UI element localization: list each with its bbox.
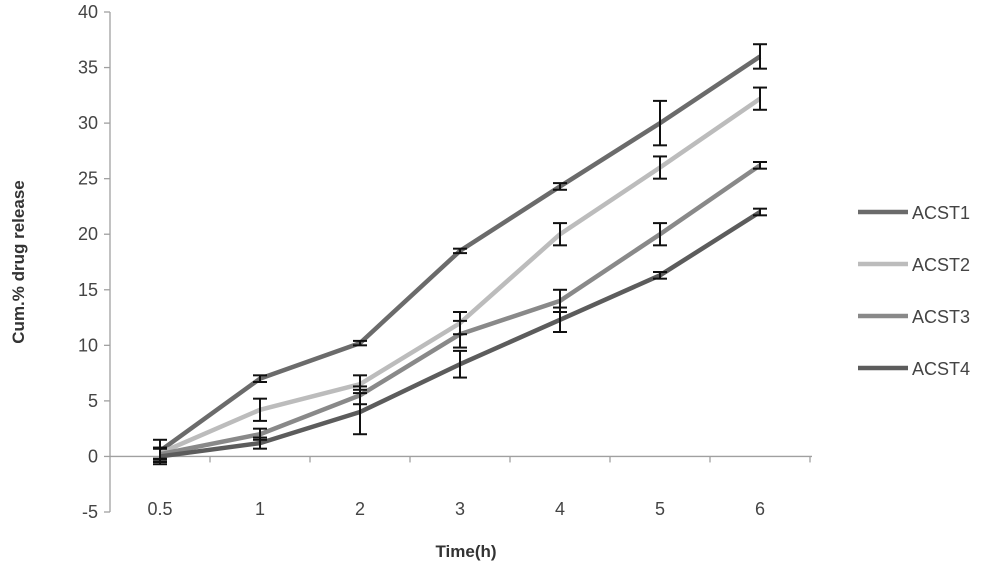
error-bar: [653, 222, 667, 247]
error-bar: [453, 349, 467, 379]
error-bar: [653, 271, 667, 280]
error-bar: [553, 306, 567, 333]
error-bar: [753, 43, 767, 70]
error-bar: [453, 247, 467, 255]
axes: -5 0 5 10 15 20 25 30 35 40 0.5 1 2 3 4 5 6: [78, 2, 812, 522]
series-line-acst3: [159, 163, 762, 457]
error-bar: [153, 447, 167, 466]
error-bar: [453, 319, 467, 349]
y-tick-label: 25: [78, 169, 98, 189]
legend-label: ACST2: [912, 255, 970, 275]
y-tick-label: 20: [78, 224, 98, 244]
legend: ACST1 ACST2 ACST3 ACST4: [858, 203, 970, 379]
legend-item-acst3: ACST3: [858, 307, 970, 327]
error-bar: [653, 99, 667, 147]
y-tick-label: 5: [88, 391, 98, 411]
y-tick-label: 35: [78, 58, 98, 78]
x-axis-label: Time(h): [435, 542, 496, 561]
error-bar: [753, 161, 767, 170]
error-bar: [653, 155, 667, 180]
error-bar: [353, 388, 367, 436]
y-tick-label: 40: [78, 2, 98, 22]
y-tick-label: 10: [78, 335, 98, 355]
error-bar: [353, 339, 367, 347]
x-tick-label: 0.5: [147, 499, 172, 519]
y-tick-label: 15: [78, 280, 98, 300]
series-line-acst2: [159, 96, 762, 456]
error-bar: [753, 86, 767, 111]
legend-item-acst4: ACST4: [858, 359, 970, 379]
legend-label: ACST3: [912, 307, 970, 327]
y-tick-label: 30: [78, 113, 98, 133]
x-tick-label: 6: [755, 499, 765, 519]
x-tick-label: 2: [355, 499, 365, 519]
x-tick-label: 1: [255, 499, 265, 519]
error-bar: [553, 182, 567, 191]
x-tick-label: 3: [455, 499, 465, 519]
x-tick-label: 4: [555, 499, 565, 519]
legend-label: ACST1: [912, 203, 970, 223]
legend-item-acst1: ACST1: [858, 203, 970, 223]
error-bar: [253, 436, 267, 450]
error-bar: [553, 222, 567, 247]
error-bar: [253, 374, 267, 383]
y-axis-label: Cum.% drug release: [9, 180, 28, 343]
legend-item-acst2: ACST2: [858, 255, 970, 275]
legend-label: ACST4: [912, 359, 970, 379]
error-bar: [253, 397, 267, 422]
y-tick-label: -5: [82, 502, 98, 522]
error-bar: [753, 207, 767, 217]
x-tick-label: 5: [655, 499, 665, 519]
series-group: [153, 43, 767, 466]
y-tick-label: 0: [88, 446, 98, 466]
